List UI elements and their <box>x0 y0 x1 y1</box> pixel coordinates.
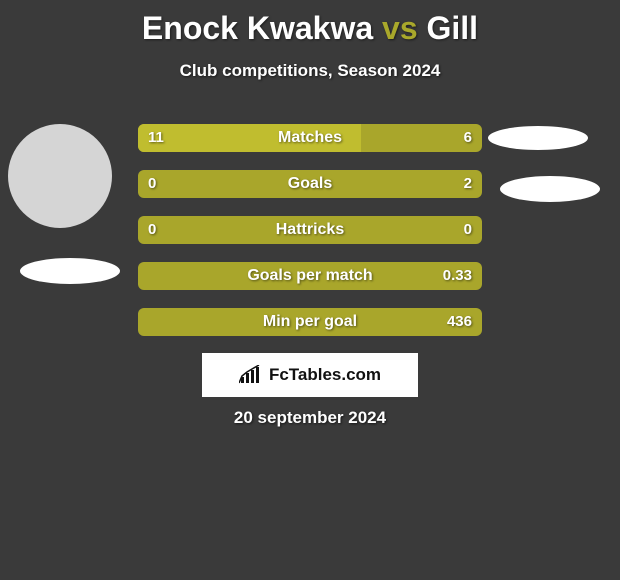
stat-right-value: 6 <box>464 124 472 152</box>
page-title: Enock Kwakwa vs Gill <box>0 0 620 47</box>
player1-name: Enock Kwakwa <box>142 10 373 46</box>
stat-label: Min per goal <box>138 308 482 336</box>
stat-right-value: 2 <box>464 170 472 198</box>
stat-bar: Goals per match0.33 <box>138 262 482 290</box>
player1-avatar <box>8 124 112 228</box>
stat-label: Goals <box>138 170 482 198</box>
stat-bar: 11Matches6 <box>138 124 482 152</box>
brand-text: FcTables.com <box>269 365 381 385</box>
brand-box: FcTables.com <box>202 353 418 397</box>
stat-label: Goals per match <box>138 262 482 290</box>
player1-shadow-disc <box>20 258 120 284</box>
subtitle: Club competitions, Season 2024 <box>0 61 620 81</box>
stat-bar: 0Hattricks0 <box>138 216 482 244</box>
date-text: 20 september 2024 <box>0 408 620 428</box>
vs-word: vs <box>382 10 418 46</box>
stat-label: Matches <box>138 124 482 152</box>
player2-name: Gill <box>427 10 479 46</box>
brand-chart-icon <box>239 365 263 385</box>
stat-bar: Min per goal436 <box>138 308 482 336</box>
player2-disc-1 <box>488 126 588 150</box>
player2-disc-2 <box>500 176 600 202</box>
stat-label: Hattricks <box>138 216 482 244</box>
stat-right-value: 0 <box>464 216 472 244</box>
stat-bar: 0Goals2 <box>138 170 482 198</box>
stat-right-value: 436 <box>447 308 472 336</box>
stat-right-value: 0.33 <box>443 262 472 290</box>
stat-bars: 11Matches60Goals20Hattricks0Goals per ma… <box>138 124 482 354</box>
